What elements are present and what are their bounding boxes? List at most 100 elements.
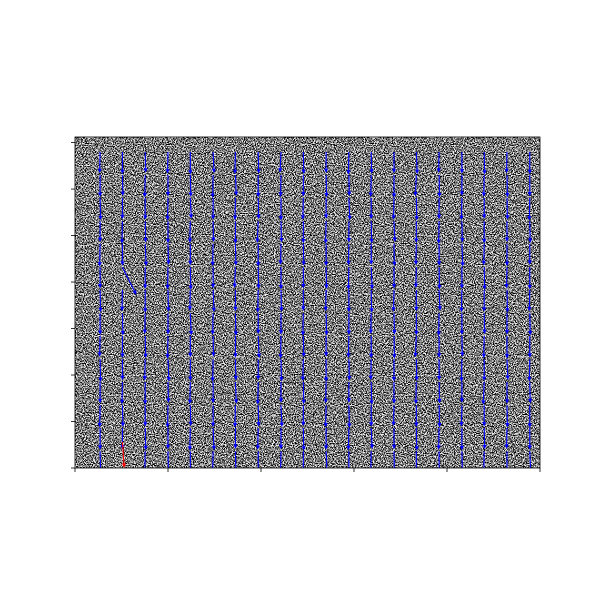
arrow-head	[211, 284, 216, 289]
vector-arrow	[459, 289, 464, 313]
vector-arrow	[278, 151, 283, 173]
vector-arrow	[165, 151, 170, 174]
vector-arrow	[504, 381, 509, 404]
vector-arrow	[98, 359, 103, 382]
vector-arrow	[300, 313, 305, 336]
arrow-head	[256, 169, 261, 174]
arrow-head	[210, 193, 215, 198]
vector-arrow	[256, 359, 261, 381]
vector-arrow	[346, 267, 351, 290]
arrow-head	[120, 239, 125, 244]
arrow-head	[346, 260, 351, 266]
arrow-head	[527, 445, 532, 450]
arrow-head	[482, 422, 487, 427]
arrow-head	[211, 445, 216, 451]
vector-arrow	[233, 313, 238, 336]
ticks	[71, 142, 541, 472]
arrow-head	[459, 398, 464, 403]
vector-arrow	[121, 266, 137, 296]
arrow-shaft	[144, 243, 147, 262]
arrow-head	[143, 422, 148, 427]
arrow-shaft	[325, 451, 328, 468]
arrow-head	[256, 353, 261, 359]
vector-arrow	[460, 221, 465, 243]
arrow-head	[482, 285, 487, 290]
vector-arrow	[459, 313, 464, 336]
vector-arrow	[391, 359, 396, 382]
arrow-head	[165, 169, 170, 174]
arrow-head	[459, 422, 464, 427]
arrow-head	[347, 469, 351, 474]
vector-arrow	[142, 175, 147, 198]
arrow-head	[527, 306, 532, 312]
vector-arrow	[188, 151, 193, 175]
vector-arrow	[481, 335, 486, 359]
vector-arrow	[482, 359, 487, 382]
arrow-shaft	[257, 335, 260, 354]
arrow-head	[346, 170, 351, 175]
arrow-head	[528, 330, 533, 336]
vector-arrow	[413, 335, 418, 358]
vector-arrow	[505, 197, 510, 220]
arrow-head	[211, 307, 216, 313]
vector-arrow	[459, 405, 464, 427]
vector-arrow	[120, 359, 125, 381]
vector-arrow	[166, 428, 170, 450]
vector-arrow	[459, 428, 464, 451]
vector-arrow	[257, 451, 259, 468]
arrow-head	[481, 400, 486, 405]
arrow-head	[414, 238, 419, 243]
vector-arrow	[188, 359, 193, 382]
arrow-head	[528, 398, 533, 404]
vector-arrow	[459, 381, 464, 403]
arrow-head	[278, 444, 283, 450]
arrow-head	[505, 215, 510, 220]
vector-arrow	[414, 359, 419, 382]
vector-arrow	[415, 151, 420, 175]
vector-arrow	[482, 405, 487, 427]
vector-arrow	[369, 267, 374, 290]
arrow-head	[233, 331, 238, 336]
arrow-head	[392, 354, 397, 359]
vector-arrow	[233, 197, 238, 221]
vector-arrow	[256, 335, 261, 359]
arrow-head	[504, 168, 509, 174]
arrow-shaft	[121, 266, 135, 292]
vector-arrow	[527, 405, 532, 429]
vector-arrow	[368, 313, 373, 335]
vector-arrow	[97, 243, 102, 267]
vector-arrow	[143, 405, 148, 427]
arrow-head	[165, 354, 170, 359]
vector-arrow	[437, 175, 442, 198]
arrow-head	[166, 260, 171, 265]
arrow-head	[369, 353, 374, 359]
vector-arrow	[346, 381, 351, 403]
arrow-head	[415, 169, 420, 175]
arrow-head	[437, 214, 442, 220]
vector-arrow	[143, 267, 148, 290]
arrow-head	[279, 422, 284, 428]
vector-arrow	[300, 359, 305, 382]
arrow-head	[256, 375, 261, 381]
vector-field	[97, 151, 533, 474]
vector-arrow	[504, 335, 509, 359]
arrow-head	[98, 284, 103, 289]
arrow-head	[504, 354, 509, 359]
vector-arrow	[300, 197, 305, 220]
vector-arrow	[143, 289, 148, 313]
vector-arrow	[256, 151, 261, 174]
vector-arrow	[459, 267, 464, 290]
vector-arrow	[347, 359, 352, 381]
arrow-head	[301, 352, 306, 358]
vector-arrow	[166, 381, 171, 403]
vector-arrow	[504, 221, 509, 243]
vector-arrow	[527, 197, 532, 221]
vector-arrow	[120, 405, 125, 428]
arrow-head	[413, 283, 418, 289]
vector-arrow	[234, 381, 239, 404]
vector-arrow	[437, 267, 442, 290]
arrow-shaft	[167, 359, 170, 378]
vector-arrow	[369, 197, 374, 220]
